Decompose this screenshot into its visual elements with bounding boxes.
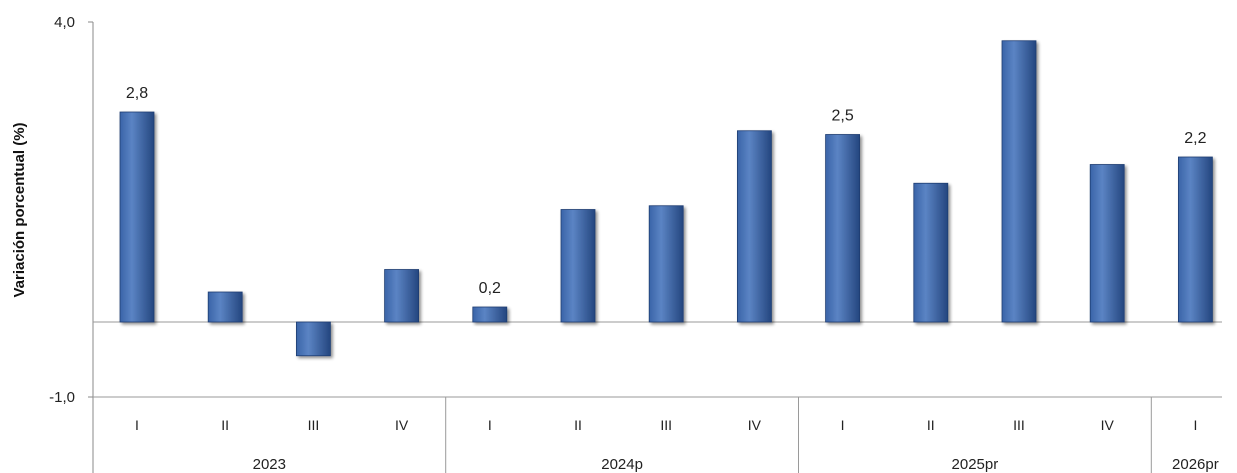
x-category-label: I	[135, 417, 139, 433]
x-category-label: I	[488, 417, 492, 433]
data-labels: 2,8 0,2 2,5 2,2	[126, 85, 1207, 297]
data-label: 0,2	[479, 280, 501, 297]
bar	[1001, 40, 1037, 323]
x-category-label: II	[221, 417, 229, 433]
bar	[560, 209, 596, 323]
x-group-label: 2026pr	[1172, 456, 1219, 473]
x-category-label: III	[308, 417, 320, 433]
y-tick-label: 4,0	[54, 14, 75, 31]
bar	[207, 291, 243, 323]
x-category-label: IV	[395, 417, 409, 433]
data-label: 2,2	[1184, 130, 1206, 147]
bar	[913, 182, 949, 323]
x-category-label: I	[1193, 417, 1197, 433]
x-category-label: III	[660, 417, 672, 433]
x-group-label: 2023	[253, 456, 286, 473]
x-category-label: III	[1013, 417, 1025, 433]
y-tick-label: -1,0	[49, 389, 75, 406]
bar	[1089, 164, 1125, 323]
bar	[737, 130, 772, 323]
bar	[384, 269, 420, 323]
data-label: 2,8	[126, 85, 148, 102]
x-category-label: II	[927, 417, 935, 433]
axes: 4,0 -1,0	[49, 14, 1222, 473]
x-group-labels: 2023 2024p 2025pr 2026pr	[253, 397, 1219, 473]
bars	[119, 40, 1213, 357]
x-group-label: 2025pr	[952, 456, 999, 473]
x-category-label: IV	[748, 417, 762, 433]
bar	[825, 134, 860, 323]
bar	[1178, 156, 1213, 323]
x-category-label: IV	[1101, 417, 1115, 433]
x-category-labels: I II III IV I II III IV I II III IV I	[135, 417, 1197, 433]
bar	[472, 306, 508, 323]
x-category-label: II	[574, 417, 582, 433]
bar	[648, 205, 684, 323]
x-group-label: 2024p	[601, 456, 643, 473]
bar	[295, 321, 331, 357]
x-category-label: I	[841, 417, 845, 433]
bar	[119, 111, 155, 323]
y-axis-label: Variación porcentual (%)	[11, 122, 28, 297]
data-label: 2,5	[831, 108, 853, 125]
